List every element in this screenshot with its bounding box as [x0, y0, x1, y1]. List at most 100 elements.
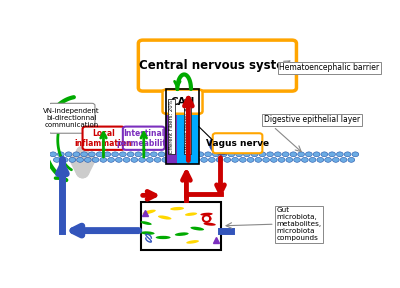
Circle shape — [348, 158, 355, 162]
Circle shape — [96, 152, 103, 157]
Circle shape — [143, 152, 150, 157]
Ellipse shape — [142, 210, 156, 214]
Text: Central nervous system: Central nervous system — [139, 59, 296, 72]
Circle shape — [294, 158, 300, 162]
Circle shape — [131, 158, 138, 162]
Circle shape — [216, 158, 223, 162]
Circle shape — [127, 152, 134, 157]
Circle shape — [232, 158, 238, 162]
Bar — [142, 202, 220, 250]
Circle shape — [240, 158, 246, 162]
Circle shape — [166, 152, 173, 157]
Circle shape — [146, 158, 153, 162]
Circle shape — [120, 152, 126, 157]
Circle shape — [81, 152, 88, 157]
Ellipse shape — [158, 215, 172, 219]
Circle shape — [302, 158, 308, 162]
Circle shape — [116, 158, 122, 162]
Circle shape — [50, 152, 56, 157]
Text: Digestive epithelial layer: Digestive epithelial layer — [264, 115, 360, 124]
Circle shape — [84, 158, 91, 162]
Circle shape — [54, 158, 60, 162]
Circle shape — [263, 158, 270, 162]
Circle shape — [251, 152, 258, 157]
Circle shape — [88, 152, 95, 157]
Circle shape — [182, 152, 188, 157]
Circle shape — [344, 152, 351, 157]
Circle shape — [162, 158, 169, 162]
Circle shape — [286, 158, 293, 162]
FancyBboxPatch shape — [123, 127, 165, 150]
Circle shape — [278, 158, 285, 162]
Circle shape — [123, 158, 130, 162]
Circle shape — [332, 158, 339, 162]
Ellipse shape — [200, 213, 213, 216]
Ellipse shape — [210, 135, 234, 154]
Ellipse shape — [175, 232, 189, 236]
Circle shape — [306, 152, 312, 157]
Circle shape — [255, 158, 262, 162]
Bar — [177, 89, 199, 164]
Ellipse shape — [185, 213, 197, 216]
Ellipse shape — [170, 207, 184, 210]
Circle shape — [185, 158, 192, 162]
Text: CAN: CAN — [170, 97, 195, 107]
Circle shape — [170, 158, 176, 162]
Circle shape — [329, 152, 336, 157]
Circle shape — [317, 158, 324, 162]
Text: Afferent Fibers: 80%: Afferent Fibers: 80% — [185, 100, 190, 154]
Text: VN-independent
bi-directionnal
communication: VN-independent bi-directionnal communica… — [43, 108, 100, 128]
Circle shape — [77, 158, 84, 162]
Text: Efferent Fibers: 20%: Efferent Fibers: 20% — [169, 100, 174, 153]
Circle shape — [282, 152, 289, 157]
Circle shape — [174, 152, 180, 157]
Circle shape — [290, 152, 297, 157]
FancyBboxPatch shape — [213, 133, 262, 153]
Ellipse shape — [186, 240, 199, 244]
Circle shape — [352, 152, 359, 157]
Text: Gut
microbiota,
metabolites,
microbiota
compounds: Gut microbiota, metabolites, microbiota … — [276, 207, 322, 241]
Text: Hematoencephalic barrier: Hematoencephalic barrier — [279, 63, 380, 72]
Circle shape — [208, 158, 215, 162]
Circle shape — [247, 158, 254, 162]
Circle shape — [270, 158, 277, 162]
Circle shape — [236, 152, 242, 157]
Circle shape — [69, 158, 76, 162]
Circle shape — [313, 152, 320, 157]
Circle shape — [135, 152, 142, 157]
Circle shape — [61, 158, 68, 162]
Circle shape — [112, 152, 118, 157]
Circle shape — [205, 152, 212, 157]
Circle shape — [259, 152, 266, 157]
Circle shape — [139, 158, 146, 162]
Circle shape — [154, 158, 161, 162]
Circle shape — [193, 158, 200, 162]
Bar — [166, 89, 177, 164]
Circle shape — [104, 152, 111, 157]
FancyBboxPatch shape — [138, 40, 296, 91]
Circle shape — [244, 152, 250, 157]
Circle shape — [325, 158, 332, 162]
Circle shape — [108, 158, 114, 162]
Circle shape — [150, 152, 157, 157]
Ellipse shape — [156, 236, 170, 239]
Ellipse shape — [140, 221, 152, 225]
Circle shape — [274, 152, 281, 157]
Circle shape — [158, 152, 165, 157]
Circle shape — [309, 158, 316, 162]
Circle shape — [340, 158, 347, 162]
Ellipse shape — [141, 231, 155, 235]
Circle shape — [220, 152, 227, 157]
Circle shape — [228, 152, 235, 157]
FancyBboxPatch shape — [82, 127, 124, 150]
Circle shape — [100, 158, 107, 162]
Text: Local
inflammation: Local inflammation — [75, 128, 132, 148]
Circle shape — [197, 152, 204, 157]
Circle shape — [321, 152, 328, 157]
Circle shape — [298, 152, 304, 157]
Circle shape — [73, 152, 80, 157]
Circle shape — [189, 152, 196, 157]
Ellipse shape — [204, 223, 216, 226]
Circle shape — [92, 158, 99, 162]
Circle shape — [267, 152, 274, 157]
